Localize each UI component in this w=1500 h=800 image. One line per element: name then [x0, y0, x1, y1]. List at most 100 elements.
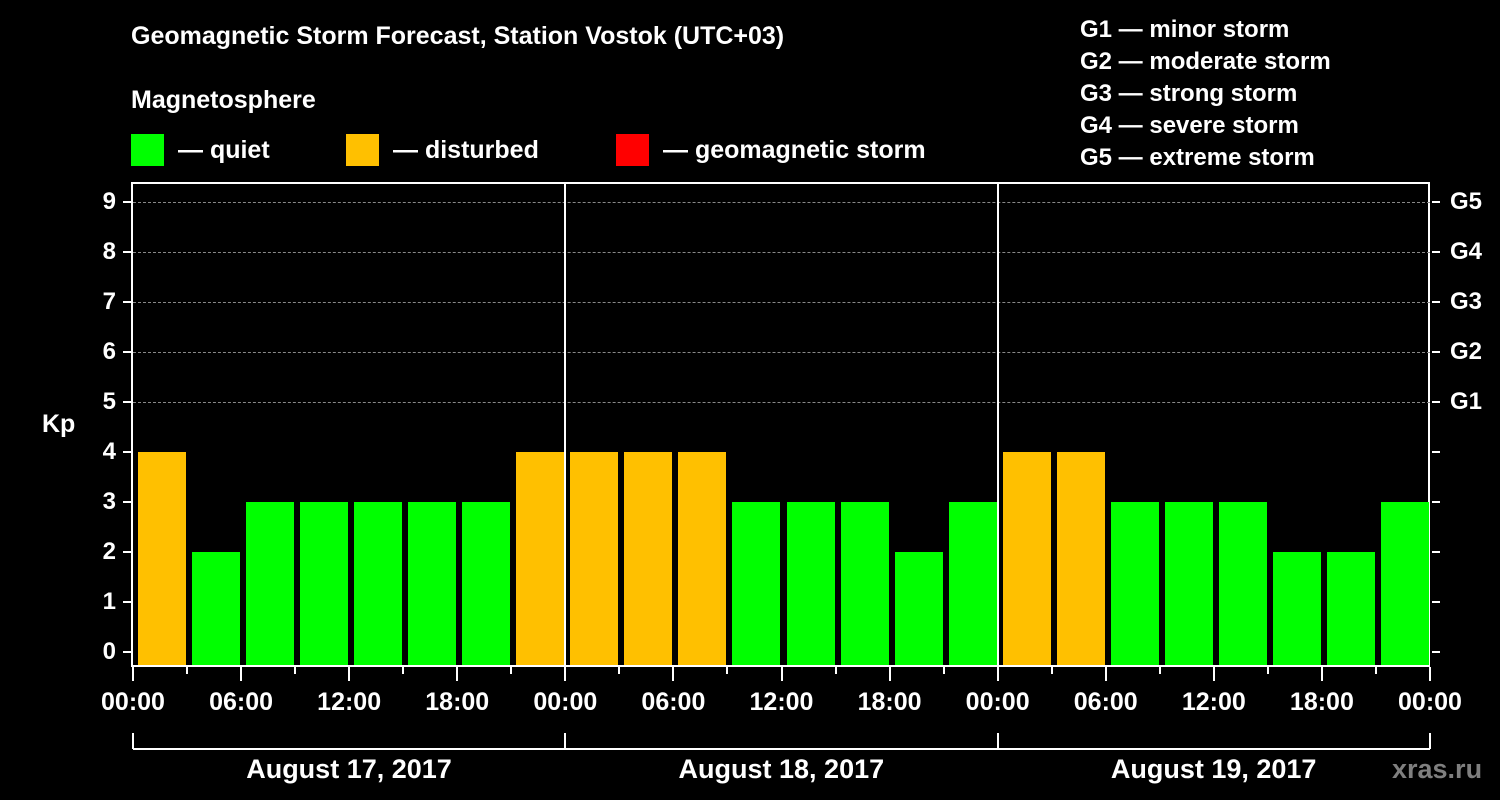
x-tick [1429, 667, 1431, 681]
x-tick-label: 00:00 [1398, 688, 1462, 716]
y-tick [123, 601, 131, 603]
kp-bar [1272, 552, 1321, 665]
y-tick-label: 9 [102, 188, 116, 215]
legend-disturbed-label: — disturbed [393, 135, 539, 164]
quiet-swatch [131, 134, 164, 166]
y-tick-right [1432, 451, 1440, 453]
legend-storm-label: — geomagnetic storm [663, 135, 926, 164]
x-tick-label: 18:00 [857, 688, 922, 716]
y-tick [123, 451, 131, 453]
y-axis-label: Kp [42, 410, 76, 438]
x-tick [564, 667, 567, 681]
y-tick-right [1432, 251, 1440, 253]
y-tick [123, 201, 131, 203]
legend-quiet-label: — quiet [178, 135, 270, 164]
x-tick [942, 667, 945, 674]
g-level-label: G1 [1450, 388, 1483, 415]
y-tick [123, 551, 131, 553]
g-scale-item: G5 — extreme storm [1080, 144, 1315, 171]
legend-storm: — geomagnetic storm [616, 134, 926, 166]
day-label: August 17, 2017 [246, 754, 452, 784]
gridline [133, 352, 1430, 353]
y-tick-label: 4 [102, 438, 116, 465]
g-level-label: G2 [1450, 338, 1483, 365]
y-tick-label: 3 [102, 488, 116, 515]
kp-bar [408, 502, 457, 665]
g-scale-item: G3 — strong storm [1080, 80, 1298, 107]
disturbed-swatch [346, 134, 379, 166]
y-tick [123, 301, 131, 303]
g-level-label: G4 [1450, 238, 1483, 265]
x-tick-label: 18:00 [425, 688, 490, 716]
x-tick [1050, 667, 1053, 674]
x-tick-label: 12:00 [749, 688, 814, 716]
g-scale-item: G2 — moderate storm [1080, 48, 1331, 75]
day-divider [996, 182, 999, 667]
x-tick [618, 667, 621, 674]
g-level-label: G5 [1450, 188, 1483, 215]
kp-bar [624, 452, 673, 665]
kp-bar [1164, 502, 1213, 665]
y-tick-right [1432, 351, 1440, 353]
kp-bar [462, 502, 511, 665]
kp-bar [1110, 502, 1159, 665]
g-scale-legend: G1 — minor storm G2 — moderate storm G3 … [1080, 14, 1331, 174]
y-tick-right [1432, 651, 1440, 653]
x-tick [348, 667, 351, 681]
gridline [133, 402, 1430, 403]
y-tick-label: 2 [102, 538, 116, 565]
x-tick [240, 667, 243, 681]
x-tick [780, 667, 783, 681]
legend-subtitle: Magnetosphere [131, 86, 316, 114]
kp-bar [732, 502, 781, 665]
gridline [133, 202, 1430, 203]
y-tick-label: 0 [102, 638, 116, 665]
kp-bar [246, 502, 295, 665]
kp-bar [138, 452, 187, 665]
x-tick [672, 667, 675, 681]
day-divider [564, 182, 567, 667]
kp-bar [570, 452, 619, 665]
x-tick [1320, 667, 1323, 681]
y-tick-label: 6 [102, 338, 116, 365]
x-tick-label: 18:00 [1289, 688, 1354, 716]
y-tick [123, 251, 131, 253]
kp-bar [516, 452, 565, 665]
y-tick [123, 401, 131, 403]
x-tick [402, 667, 405, 674]
x-tick [1158, 667, 1161, 674]
x-tick-label: 00:00 [965, 688, 1030, 716]
x-tick [888, 667, 891, 681]
y-tick [123, 651, 131, 653]
kp-bar [1056, 452, 1105, 665]
y-tick-label: 8 [102, 238, 116, 265]
y-tick-label: 1 [102, 588, 116, 615]
gridline [133, 302, 1430, 303]
day-label: August 18, 2017 [678, 754, 885, 784]
kp-bar [678, 452, 727, 665]
kp-bar [1380, 502, 1429, 665]
y-tick-right [1432, 551, 1440, 553]
kp-bar [894, 552, 943, 665]
y-tick [123, 351, 131, 353]
g-scale-item: G4 — severe storm [1080, 112, 1299, 139]
kp-bar [1218, 502, 1267, 665]
x-tick [294, 667, 297, 674]
y-tick-right [1432, 501, 1440, 503]
x-tick [1104, 667, 1107, 681]
y-tick-right [1432, 201, 1440, 203]
day-bracket-tick [132, 733, 134, 749]
x-tick [1374, 667, 1377, 674]
gridline [133, 252, 1430, 253]
x-tick [132, 667, 134, 681]
kp-bar [1002, 452, 1051, 665]
y-tick [123, 501, 131, 503]
kp-bar [300, 502, 349, 665]
y-tick-right [1432, 401, 1440, 403]
x-tick-label: 06:00 [209, 688, 274, 716]
storm-swatch [616, 134, 649, 166]
y-tick-label: 5 [102, 388, 116, 415]
kp-bar [840, 502, 889, 665]
y-tick-right [1432, 301, 1440, 303]
g-level-label: G3 [1450, 288, 1483, 315]
